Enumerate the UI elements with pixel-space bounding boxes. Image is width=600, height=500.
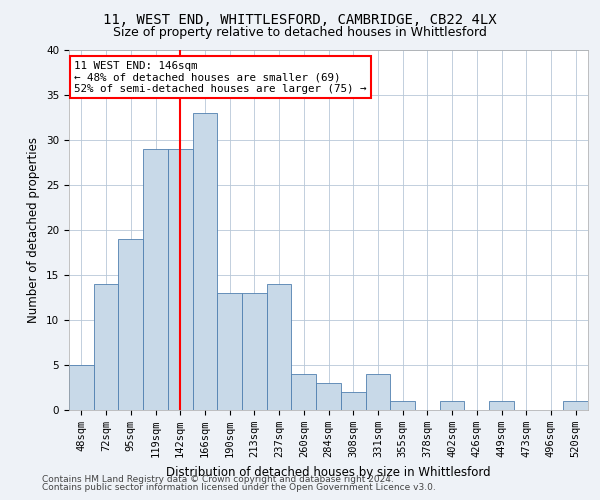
- Bar: [143, 149, 168, 410]
- Text: Size of property relative to detached houses in Whittlesford: Size of property relative to detached ho…: [113, 26, 487, 39]
- Bar: [341, 392, 365, 410]
- Bar: [242, 293, 267, 410]
- Text: Contains HM Land Registry data © Crown copyright and database right 2024.: Contains HM Land Registry data © Crown c…: [42, 475, 394, 484]
- Text: 11, WEST END, WHITTLESFORD, CAMBRIDGE, CB22 4LX: 11, WEST END, WHITTLESFORD, CAMBRIDGE, C…: [103, 12, 497, 26]
- Bar: [193, 113, 217, 410]
- Bar: [118, 239, 143, 410]
- Bar: [217, 293, 242, 410]
- Bar: [267, 284, 292, 410]
- Bar: [69, 365, 94, 410]
- X-axis label: Distribution of detached houses by size in Whittlesford: Distribution of detached houses by size …: [166, 466, 491, 478]
- Bar: [292, 374, 316, 410]
- Bar: [489, 401, 514, 410]
- Bar: [316, 383, 341, 410]
- Bar: [563, 401, 588, 410]
- Y-axis label: Number of detached properties: Number of detached properties: [28, 137, 40, 323]
- Bar: [365, 374, 390, 410]
- Bar: [440, 401, 464, 410]
- Bar: [168, 149, 193, 410]
- Text: Contains public sector information licensed under the Open Government Licence v3: Contains public sector information licen…: [42, 484, 436, 492]
- Bar: [390, 401, 415, 410]
- Bar: [94, 284, 118, 410]
- Text: 11 WEST END: 146sqm
← 48% of detached houses are smaller (69)
52% of semi-detach: 11 WEST END: 146sqm ← 48% of detached ho…: [74, 61, 367, 94]
